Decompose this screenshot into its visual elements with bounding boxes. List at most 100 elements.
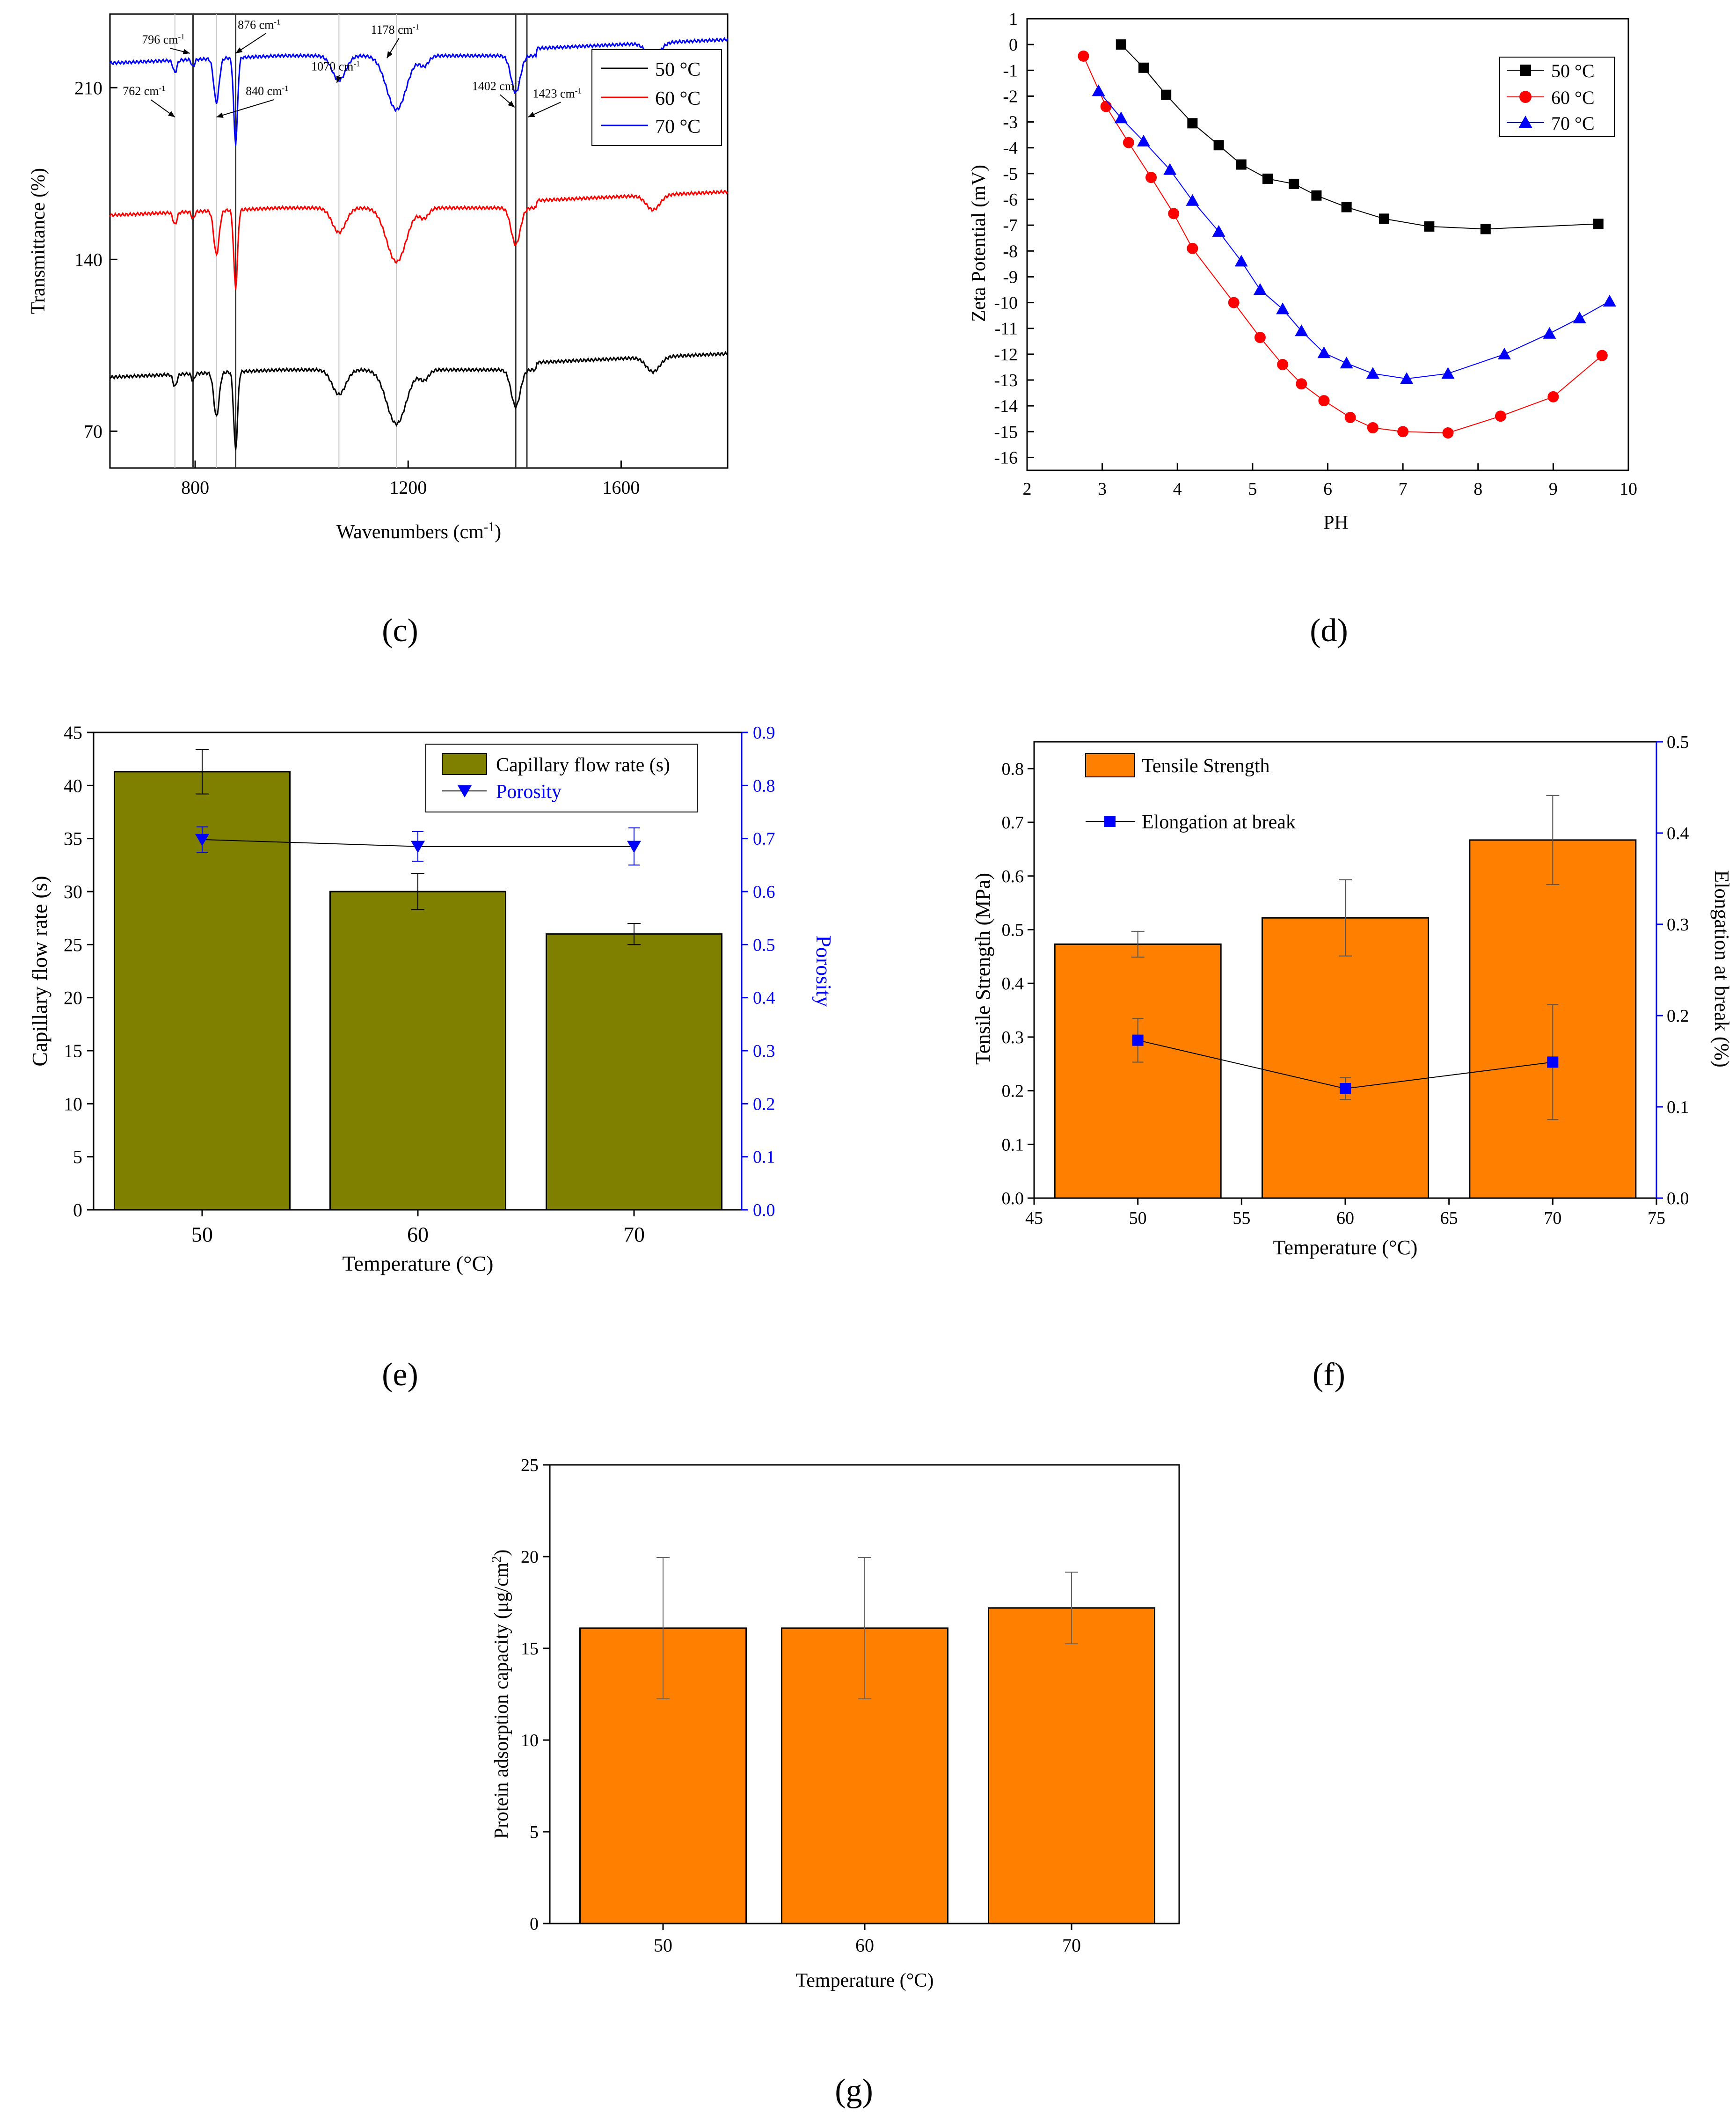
series-line-60 xyxy=(1083,56,1603,434)
annotation-arrowhead xyxy=(216,112,224,118)
x-tick-label: 50 xyxy=(654,1935,672,1956)
annotation-label: 1178 cm-1 xyxy=(371,22,419,37)
plot-frame xyxy=(109,13,729,469)
legend-label-porosity: Porosity xyxy=(496,781,562,803)
annotation-label: 876 cm-1 xyxy=(238,17,280,31)
data-point-60 xyxy=(1367,422,1379,434)
y2-tick-label: 0.3 xyxy=(753,1041,775,1061)
y-axis-label: Tensile Strength (MPa) xyxy=(971,873,994,1065)
legend-marker-elongation xyxy=(1104,816,1116,827)
y-tick-label: 30 xyxy=(64,881,82,902)
x-tick-label: 7 xyxy=(1399,479,1408,499)
data-point-70 xyxy=(1573,311,1586,323)
y-tick-label: -1 xyxy=(1003,61,1018,80)
data-point-70 xyxy=(1114,111,1128,124)
bar-60 xyxy=(1262,917,1429,1199)
data-point-50 xyxy=(1311,190,1322,201)
data-point-50 xyxy=(1262,173,1273,184)
annotation-arrowhead xyxy=(528,112,535,117)
y-tick-label: 0.2 xyxy=(1002,1082,1024,1101)
y-tick-label: -9 xyxy=(1003,267,1018,287)
y-tick-label: 5 xyxy=(73,1147,82,1168)
data-point-60 xyxy=(1123,137,1134,148)
capillary-flow-chart: 50 60 70 0 5 10 15 20 25 30 35 40 45 0.0 0.1 0.2 0.3 0.4 0… xyxy=(28,722,836,1393)
y-tick-label: 0 xyxy=(73,1200,82,1221)
data-point-70 xyxy=(1543,327,1556,339)
data-point-50 xyxy=(1379,213,1389,224)
annotation-label: 840 cm-1 xyxy=(246,84,288,98)
x-tick-label: 45 xyxy=(1025,1208,1043,1228)
y2-tick-label: 0.5 xyxy=(753,935,775,955)
y2-tick-label: 0.2 xyxy=(753,1094,775,1114)
x-tick-label: 70 xyxy=(1062,1935,1081,1956)
bar-50 xyxy=(1054,943,1222,1199)
data-point-70 xyxy=(1276,302,1290,315)
y2-tick-label: 0.5 xyxy=(1667,732,1689,752)
protein-adsorption-chart: 50 60 70 0 5 10 15 20 25 Temperature (°C) Protei… xyxy=(489,1456,1180,2109)
y2-tick-label: 0.0 xyxy=(753,1200,775,1220)
tensile-strength-chart: 45 50 55 60 65 70 750.00.10.20.30.40.50.60.70.… xyxy=(971,732,1733,1393)
data-point-50 xyxy=(1116,39,1126,50)
y2-tick-label: 0.1 xyxy=(1667,1097,1689,1117)
data-point-50 xyxy=(1236,159,1247,170)
annotation-label: 1402 cm-1 xyxy=(472,79,521,93)
legend-marker-porosity xyxy=(458,785,472,797)
data-point-60 xyxy=(1078,50,1089,62)
x-tick-label: 5 xyxy=(1248,479,1257,499)
spectrum-line-50 xyxy=(109,351,728,450)
y-tick-label: -10 xyxy=(994,293,1018,313)
legend-marker-60 xyxy=(1519,91,1532,103)
data-point-50 xyxy=(1289,178,1299,189)
annotation-arrowhead xyxy=(182,49,190,55)
x-tick-label: 70 xyxy=(1544,1208,1561,1228)
data-point-60 xyxy=(1344,411,1356,423)
y-tick-label: 45 xyxy=(64,722,82,743)
y-tick-label: -8 xyxy=(1003,241,1018,261)
legend: Capillary flow rate (s) Porosity xyxy=(425,744,698,812)
data-point-70 xyxy=(1603,294,1616,307)
legend-bar-swatch xyxy=(1085,753,1135,777)
y2-tick-label: 0.8 xyxy=(753,776,775,796)
bar-70 xyxy=(546,933,722,1211)
y-tick-label: -7 xyxy=(1003,216,1018,235)
data-point-70 xyxy=(1497,347,1511,359)
x-tick-label: 50 xyxy=(191,1222,213,1246)
y-tick-label: 0 xyxy=(1009,35,1018,55)
y2-tick-label: 0.0 xyxy=(1667,1189,1689,1208)
y-tick-label: 40 xyxy=(64,775,82,796)
data-point-60 xyxy=(1277,358,1289,370)
elongation-point-70 xyxy=(1547,1056,1559,1068)
legend-bar-swatch xyxy=(442,753,487,775)
y-tick-label: -16 xyxy=(994,448,1018,468)
legend-label-60: 60 °C xyxy=(1551,87,1595,108)
y-tick-label: -12 xyxy=(994,345,1018,365)
y2-tick-label: 0.4 xyxy=(1667,824,1689,843)
annotation-label: 1423 cm-1 xyxy=(533,86,582,101)
x-axis-label: Temperature (°C) xyxy=(343,1251,494,1275)
annotation-arrowhead xyxy=(387,51,393,59)
y2-tick-label: 0.6 xyxy=(753,882,775,902)
x-tick-label: 60 xyxy=(1336,1208,1354,1228)
y-tick-label: 70 xyxy=(84,421,102,442)
porosity-point-50 xyxy=(195,834,209,846)
porosity-point-70 xyxy=(627,841,641,853)
y2-tick-label: 0.7 xyxy=(753,829,775,849)
data-point-50 xyxy=(1187,118,1198,129)
x-tick-label: 3 xyxy=(1098,479,1107,499)
data-point-60 xyxy=(1397,426,1409,438)
data-point-70 xyxy=(1163,163,1177,175)
data-point-60 xyxy=(1100,101,1112,112)
y-tick-label: 5 xyxy=(530,1822,539,1842)
y2-axis-label: Elongation at break (%) xyxy=(1710,870,1733,1068)
spectrum-line-60 xyxy=(109,189,729,290)
legend-label-60: 60 °C xyxy=(655,88,700,110)
y-tick-label: 0.0 xyxy=(1002,1189,1024,1208)
data-point-70 xyxy=(1441,367,1455,379)
y-tick-label: -15 xyxy=(994,422,1018,442)
x-tick-label: 75 xyxy=(1648,1208,1665,1228)
y-tick-label: -3 xyxy=(1003,113,1018,132)
x-axis-label: Temperature (°C) xyxy=(796,1970,934,1991)
data-point-60 xyxy=(1442,427,1454,439)
data-point-60 xyxy=(1318,395,1330,407)
legend-marker-70 xyxy=(1518,116,1532,128)
